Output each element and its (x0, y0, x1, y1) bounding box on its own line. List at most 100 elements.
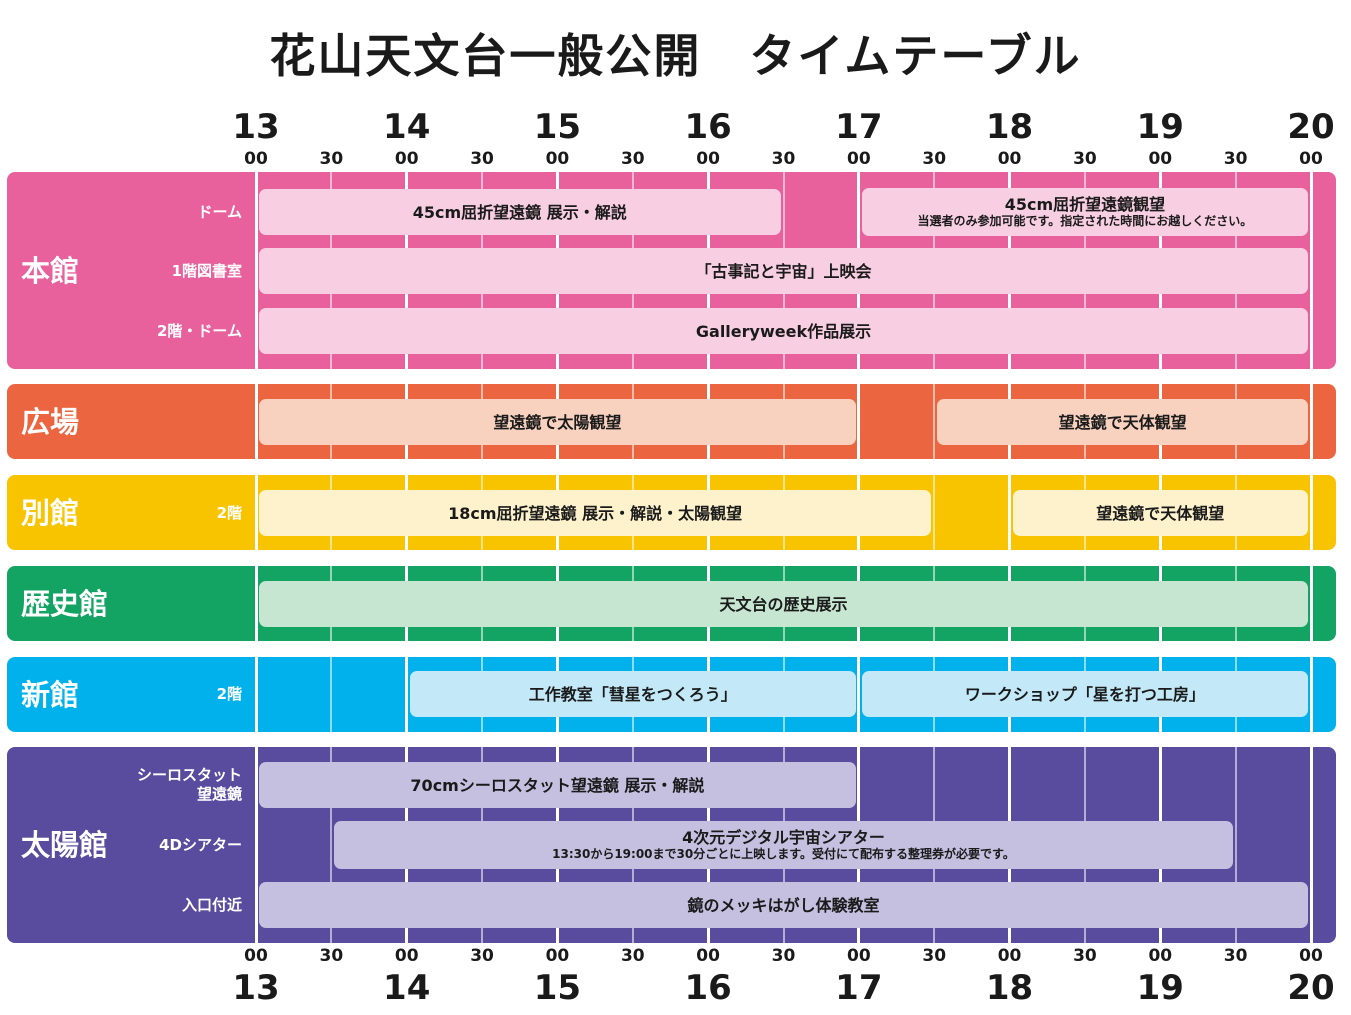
event-bar: 4次元デジタル宇宙シアター 13:30から19:00まで30分ごとに上映します。受… (334, 821, 1233, 869)
event-bar: 望遠鏡で天体観望 (1012, 490, 1308, 536)
axis-minute-label-bottom: 00 (545, 946, 570, 966)
venue-label: 太陽館 (21, 828, 109, 862)
time-gridline (933, 475, 936, 550)
axis-minute-label-bottom: 00 (1299, 946, 1323, 966)
time-gridline (857, 384, 861, 459)
time-gridline (254, 172, 258, 369)
event-bar: 天文台の歴史展示 (259, 581, 1308, 627)
axis-hour-label-bottom: 19 (1136, 968, 1184, 1008)
time-gridline (933, 384, 936, 459)
axis-minute-label-bottom: 00 (696, 946, 720, 966)
axis-hour-label-top: 14 (383, 107, 431, 147)
axis-minute-label-bottom: 30 (620, 946, 645, 966)
axis-minute-label-bottom: 00 (997, 946, 1022, 966)
venue-label: 広場 (21, 404, 80, 439)
time-gridline (1309, 172, 1313, 369)
time-gridline (330, 657, 333, 732)
event-bar: 18cm屈折望遠鏡 展示・解説・太陽観望 (259, 490, 932, 536)
event-bar: 45cm屈折望遠鏡 展示・解説 (259, 189, 781, 235)
time-gridline (1309, 475, 1313, 550)
axis-minute-label-top: 00 (545, 149, 570, 169)
event-title: 45cm屈折望遠鏡 展示・解説 (412, 202, 627, 222)
event-title: 望遠鏡で太陽観望 (493, 412, 622, 432)
time-gridline (1008, 475, 1012, 550)
event-title: ワークショップ「星を打つ工房」 (964, 684, 1205, 704)
axis-minute-label-top: 30 (1223, 149, 1248, 169)
row-honkan: 本館 ドーム 1階図書室 2階・ドーム 45cm屈折望遠鏡 展示・解説 45cm屈折望遠鏡… (7, 172, 1336, 369)
event-bar: 望遠鏡で太陽観望 (259, 399, 856, 445)
axis-hour-label-bottom: 14 (383, 968, 431, 1008)
time-gridline (254, 475, 258, 550)
axis-minute-label-top: 30 (771, 149, 796, 169)
event-bar: 鏡のメッキはがし体験教室 (259, 882, 1308, 928)
axis-hour-label-top: 20 (1287, 107, 1335, 147)
axis-minute-label-bottom: 30 (319, 946, 344, 966)
sublocation-label: 2階・ドーム (157, 321, 242, 340)
row-hiroba: 広場 望遠鏡で太陽観望 望遠鏡で天体観望 (7, 384, 1336, 459)
axis-minute-label-top: 00 (997, 149, 1022, 169)
time-gridline (857, 657, 861, 732)
row-taiyokan: 太陽館 シーロスタット 望遠鏡 4Dシアター 入口付近 70cmシーロスタット望遠鏡 展示… (7, 747, 1336, 943)
page-title: 花山天文台一般公開 タイムテーブル (269, 29, 1082, 83)
axis-minute-label-top: 30 (470, 149, 494, 169)
time-gridline (1234, 747, 1237, 943)
axis-minute-label-top: 30 (922, 149, 947, 169)
sublocation-label: ドーム (197, 202, 242, 221)
axis-minute-label-top: 30 (1073, 149, 1097, 169)
event-note: 当選者のみ参加可能です。指定された時間にお越しください。 (917, 214, 1253, 228)
axis-minute-label-bottom: 00 (1148, 946, 1173, 966)
sublocation-label: 2階 (216, 503, 242, 522)
axis-minute-label-top: 00 (696, 149, 720, 169)
time-gridline (254, 657, 258, 732)
row-rekishikan: 歴史館 天文台の歴史展示 (7, 566, 1336, 641)
axis-hour-label-bottom: 16 (684, 968, 732, 1008)
event-bar: ワークショップ「星を打つ工房」 (861, 671, 1308, 717)
event-title: 望遠鏡で天体観望 (1096, 503, 1225, 523)
row-bekkan: 別館 2階 18cm屈折望遠鏡 展示・解説・太陽観望 望遠鏡で天体観望 (7, 475, 1336, 550)
axis-minute-label-top: 00 (847, 149, 871, 169)
axis-minute-label-top: 00 (1299, 149, 1323, 169)
axis-minute-label-bottom: 30 (771, 946, 796, 966)
event-bar: 70cmシーロスタット望遠鏡 展示・解説 (259, 762, 856, 808)
axis-hour-label-top: 17 (835, 107, 883, 147)
time-gridline (330, 747, 333, 943)
time-gridline (254, 566, 258, 641)
sublocation-label: 4Dシアター (159, 835, 242, 854)
axis-hour-label-top: 19 (1136, 107, 1184, 147)
event-title: 70cmシーロスタット望遠鏡 展示・解説 (410, 775, 705, 795)
axis-hour-label-bottom: 18 (985, 968, 1034, 1008)
event-bar: 45cm屈折望遠鏡観望 当選者のみ参加可能です。指定された時間にお越しください。 (861, 188, 1308, 236)
axis-minute-label-top: 00 (1148, 149, 1173, 169)
axis-minute-label-top: 30 (319, 149, 344, 169)
time-gridline (1309, 747, 1313, 943)
time-gridline (1309, 566, 1313, 641)
axis-hour-label-bottom: 17 (835, 968, 883, 1008)
axis-hour-label-bottom: 13 (232, 968, 280, 1008)
axis-hour-label-bottom: 15 (533, 968, 582, 1008)
row-shinkan: 新館 2階 工作教室「彗星をつくろう」 ワークショップ「星を打つ工房」 (7, 657, 1336, 732)
event-bar: 工作教室「彗星をつくろう」 (409, 671, 856, 717)
axis-minute-label-top: 00 (244, 149, 268, 169)
axis-minute-label-bottom: 30 (1073, 946, 1097, 966)
event-title: 45cm屈折望遠鏡観望 (1004, 195, 1166, 214)
event-bar: 「古事記と宇宙」上映会 (259, 248, 1308, 294)
event-title: Galleryweek作品展示 (695, 321, 872, 341)
event-title: 18cm屈折望遠鏡 展示・解説・太陽観望 (448, 503, 743, 523)
event-title: 望遠鏡で天体観望 (1058, 412, 1187, 432)
venue-label: 別館 (21, 495, 80, 530)
event-title: 「古事記と宇宙」上映会 (695, 261, 872, 281)
sublocation-label: 2階 (216, 684, 242, 703)
time-gridline (1309, 384, 1313, 459)
axis-hour-label-bottom: 20 (1287, 968, 1335, 1008)
axis-minute-label-bottom: 00 (394, 946, 419, 966)
axis-minute-label-bottom: 00 (244, 946, 268, 966)
event-title: 鏡のメッキはがし体験教室 (687, 895, 880, 915)
venue-label: 新館 (21, 677, 80, 712)
axis-minute-label-bottom: 30 (470, 946, 494, 966)
event-bar: 望遠鏡で天体観望 (937, 399, 1308, 445)
event-note: 13:30から19:00まで30分ごとに上映します。受付にて配布する整理券が必要… (552, 847, 1015, 861)
sublocation-label: 1階図書室 (171, 261, 242, 280)
event-title: 工作教室「彗星をつくろう」 (528, 684, 737, 704)
axis-minute-label-bottom: 30 (1223, 946, 1248, 966)
axis-hour-label-top: 13 (232, 107, 280, 147)
